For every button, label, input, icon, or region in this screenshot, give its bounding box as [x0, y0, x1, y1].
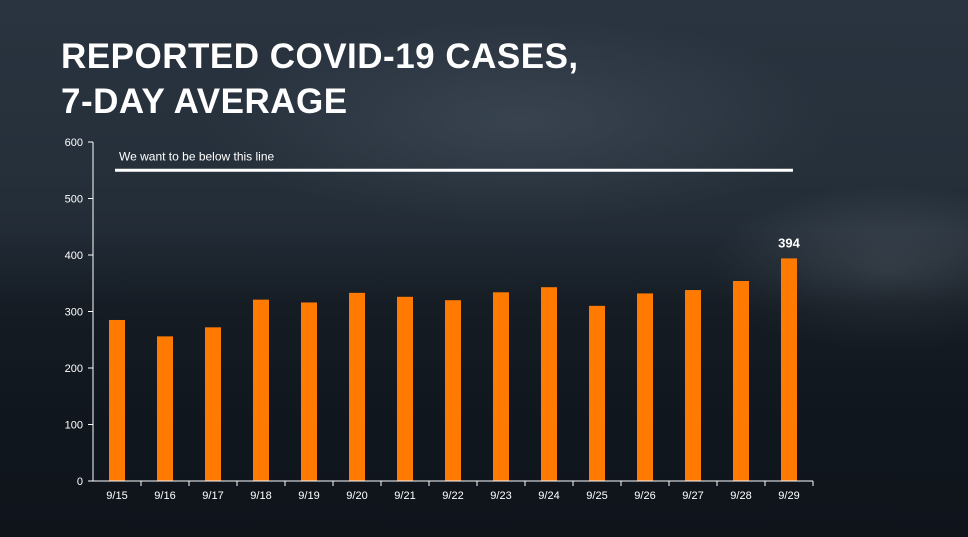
bar — [349, 292, 365, 481]
x-tick-label: 9/29 — [778, 490, 799, 502]
x-axis: 9/15 9/16 9/17 9/18 9/19 9/20 9/21 9/22 9/23 9/24… — [93, 480, 814, 502]
bar — [589, 305, 605, 481]
bar — [445, 300, 461, 481]
x-tick-label: 9/27 — [682, 490, 703, 502]
bar — [109, 319, 125, 481]
x-tick-label: 9/22 — [442, 490, 463, 502]
bar — [157, 336, 173, 481]
bar — [685, 290, 701, 481]
data-label: 394 — [778, 235, 800, 250]
threshold: We want to be below this line — [115, 149, 793, 172]
bar — [541, 287, 557, 481]
bars — [109, 258, 797, 481]
bar — [253, 299, 269, 481]
y-tick-label: 300 — [65, 307, 83, 319]
y-tick-label: 400 — [65, 250, 83, 262]
x-tick-label: 9/17 — [202, 490, 223, 502]
x-tick-label: 9/25 — [586, 490, 607, 502]
x-tick-label: 9/20 — [346, 490, 367, 502]
x-tick-label: 9/23 — [490, 490, 511, 502]
threshold-label: We want to be below this line — [119, 149, 275, 163]
bar — [637, 293, 653, 481]
y-tick-label: 200 — [65, 363, 83, 375]
x-tick-label: 9/19 — [298, 490, 319, 502]
chart-title: REPORTED COVID-19 CASES, 7-DAY AVERAGE — [61, 34, 579, 124]
x-tick-label: 9/21 — [394, 490, 415, 502]
x-tick-label: 9/18 — [250, 490, 271, 502]
bar — [781, 258, 797, 481]
y-tick-label: 100 — [65, 420, 83, 432]
x-tick-label: 9/24 — [538, 490, 559, 502]
x-tick-label: 9/26 — [634, 490, 655, 502]
y-axis: 0 100 200 300 400 500 600 — [65, 137, 94, 488]
bar — [397, 296, 413, 481]
x-tick-label: 9/16 — [154, 490, 175, 502]
x-tick-label: 9/28 — [730, 490, 751, 502]
bar — [493, 292, 509, 481]
data-labels: 394 — [778, 235, 800, 250]
y-tick-label: 500 — [65, 194, 83, 206]
chart-title-line-2: 7-DAY AVERAGE — [61, 82, 348, 121]
y-tick-label: 0 — [77, 476, 83, 488]
bar — [205, 327, 221, 481]
bar — [301, 302, 317, 481]
bar — [733, 280, 749, 481]
chart-title-line-1: REPORTED COVID-19 CASES, — [61, 37, 579, 76]
y-tick-label: 600 — [65, 137, 83, 149]
x-tick-label: 9/15 — [106, 490, 127, 502]
